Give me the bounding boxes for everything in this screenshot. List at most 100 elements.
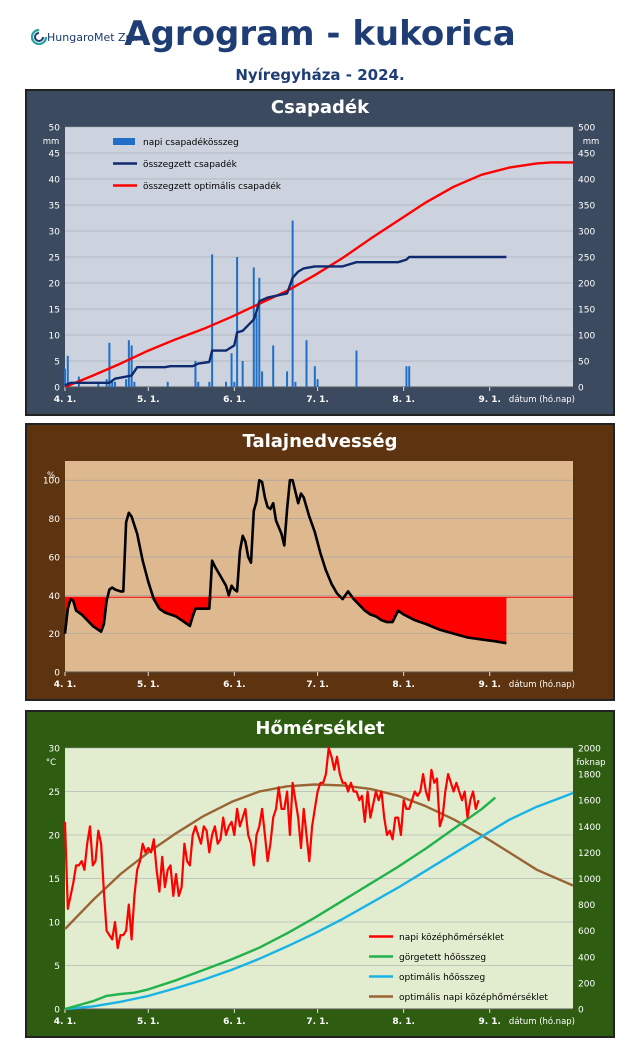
y-tick-label: 5	[54, 962, 60, 972]
y-tick-label: 50	[49, 124, 61, 134]
daily-mean-temp-line	[63, 746, 480, 950]
x-tick-label: 5. 1.	[137, 1017, 160, 1027]
y-tick-label: 25	[49, 788, 60, 798]
temperature-chart: 0 5 10 15 20 25 30 0 200 400 600 800 1000 1200 1400 160…	[46, 745, 606, 1028]
y-tick-label: 0	[54, 669, 60, 679]
daily-rain-bar	[272, 345, 275, 387]
legend-daily-rain: napi csapadékösszeg	[143, 137, 239, 148]
y-tick-label: 0	[54, 384, 60, 394]
x-tick-label: 6. 1.	[223, 680, 246, 690]
y-right-tick-label: 1400	[578, 823, 601, 833]
y-right-tick-label: 1800	[578, 771, 601, 781]
x-tick-label: 9. 1.	[478, 1017, 501, 1027]
x-tick-label: 4. 1.	[54, 680, 77, 690]
y-tick-label: 0	[54, 1006, 60, 1016]
cumulative-rain-line	[64, 255, 507, 387]
optimal-daily-mean-temp-line	[64, 783, 574, 930]
y-right-tick-label: 2000	[578, 745, 601, 755]
y-right-tick-label: 1200	[578, 849, 601, 859]
x-tick-label: 7. 1.	[306, 1017, 329, 1027]
precipitation-panel: Csapadék 0 5 10 15 20 25 30 35 40 45 50 0 50 100 150 20…	[25, 89, 615, 416]
legend-cumulative-rain: összegzett csapadék	[143, 159, 238, 170]
y-tick-label: 40	[49, 592, 61, 602]
y-tick-label: 15	[49, 875, 60, 885]
daily-rain-bar	[230, 353, 233, 387]
y-right-axis-label: foknap	[576, 758, 605, 768]
daily-rain-bar	[405, 366, 408, 387]
x-tick-label: 8. 1.	[392, 395, 415, 405]
y-tick-label: 25	[49, 254, 60, 264]
legend-optimal-rain: összegzett optimális csapadék	[143, 181, 282, 192]
x-tick-label: 9. 1.	[478, 680, 501, 690]
y-tick-label: 80	[49, 515, 61, 525]
precipitation-chart: 0510152025303540455005010015020025030035…	[43, 124, 600, 406]
y-tick-label: 35	[49, 202, 60, 212]
legend-daily-rain-swatch	[113, 138, 135, 145]
temperature-title: Hőmérséklet	[255, 718, 385, 739]
y-right-tick-label: 200	[578, 979, 595, 989]
x-tick-label: 6. 1.	[223, 1017, 246, 1027]
x-axis-label: dátum (hó.nap)	[509, 1016, 575, 1027]
soil-moisture-panel: Talajnedvesség 0 20 40 60 80 100 4. 1. 5. 1. 6. …	[25, 423, 615, 701]
x-tick-label: 7. 1.	[306, 395, 329, 405]
x-tick-label: 6. 1.	[223, 395, 246, 405]
daily-rain-bar	[66, 355, 69, 387]
legend-rolled-heat-sum: görgetett hőösszeg	[399, 953, 486, 963]
daily-rain-bar	[255, 314, 258, 387]
y-tick-label: 5	[54, 358, 60, 368]
daily-rain-bar	[130, 345, 133, 387]
y-right-tick-label: 50	[578, 358, 590, 368]
x-tick-label: 5. 1.	[137, 680, 160, 690]
daily-rain-bar	[241, 361, 244, 387]
daily-rain-bar	[133, 381, 136, 387]
x-tick-label: 9. 1.	[478, 395, 501, 405]
y-right-tick-label: 300	[578, 228, 595, 238]
y-right-tick-label: 200	[578, 280, 595, 290]
daily-rain-bar	[208, 381, 211, 387]
page-title: Agrogram - kukorica	[124, 14, 516, 54]
y-right-tick-label: 600	[578, 927, 595, 937]
y-right-tick-label: 100	[578, 332, 595, 342]
x-tick-label: 8. 1.	[392, 1017, 415, 1027]
daily-rain-bar	[211, 254, 214, 387]
daily-rain-bar	[225, 381, 228, 387]
logo-text: HungaroMet Zrt.	[47, 31, 138, 44]
x-tick-label: 7. 1.	[306, 680, 329, 690]
daily-rain-bar	[294, 381, 297, 387]
daily-rain-bar	[108, 342, 111, 387]
y-axis-label: mm	[43, 137, 60, 147]
y-right-tick-label: 350	[578, 202, 595, 212]
daily-rain-bar	[111, 381, 114, 387]
daily-rain-bar	[125, 379, 128, 387]
y-right-axis-label: mm	[583, 137, 600, 147]
y-right-tick-label: 1000	[578, 875, 601, 885]
daily-rain-bar	[316, 379, 319, 387]
y-tick-label: 20	[49, 832, 61, 842]
y-right-tick-label: 500	[578, 124, 595, 134]
y-tick-label: 15	[49, 306, 60, 316]
y-right-tick-label: 400	[578, 176, 595, 186]
daily-rain-bar	[236, 257, 239, 387]
daily-rain-bar	[64, 368, 66, 387]
soil-moisture-title: Talajnedvesség	[242, 431, 398, 452]
daily-rain-bar	[286, 371, 289, 387]
moisture-deficit-area	[65, 597, 507, 644]
y-right-tick-label: 0	[578, 384, 584, 394]
page-subtitle: Nyíregyháza - 2024.	[235, 66, 405, 84]
daily-rain-bar	[313, 366, 316, 387]
x-tick-label: 8. 1.	[392, 680, 415, 690]
x-tick-label: 4. 1.	[54, 1017, 77, 1027]
daily-rain-bar	[291, 220, 294, 387]
legend-optimal-daily-mean-temp: optimális napi középhőmérséklet	[399, 992, 548, 1003]
legend-optimal-heat-sum: optimális hőösszeg	[399, 973, 485, 983]
rolled-heat-sum-line	[64, 796, 497, 1011]
daily-rain-bar	[97, 381, 100, 387]
y-tick-label: 60	[49, 553, 61, 563]
y-right-tick-label: 1600	[578, 797, 601, 807]
y-right-tick-label: 250	[578, 254, 595, 264]
x-tick-label: 4. 1.	[54, 395, 77, 405]
daily-rain-bar	[355, 350, 358, 387]
daily-rain-bar	[258, 277, 261, 387]
x-tick-label: 5. 1.	[137, 395, 160, 405]
y-right-tick-label: 150	[578, 306, 595, 316]
